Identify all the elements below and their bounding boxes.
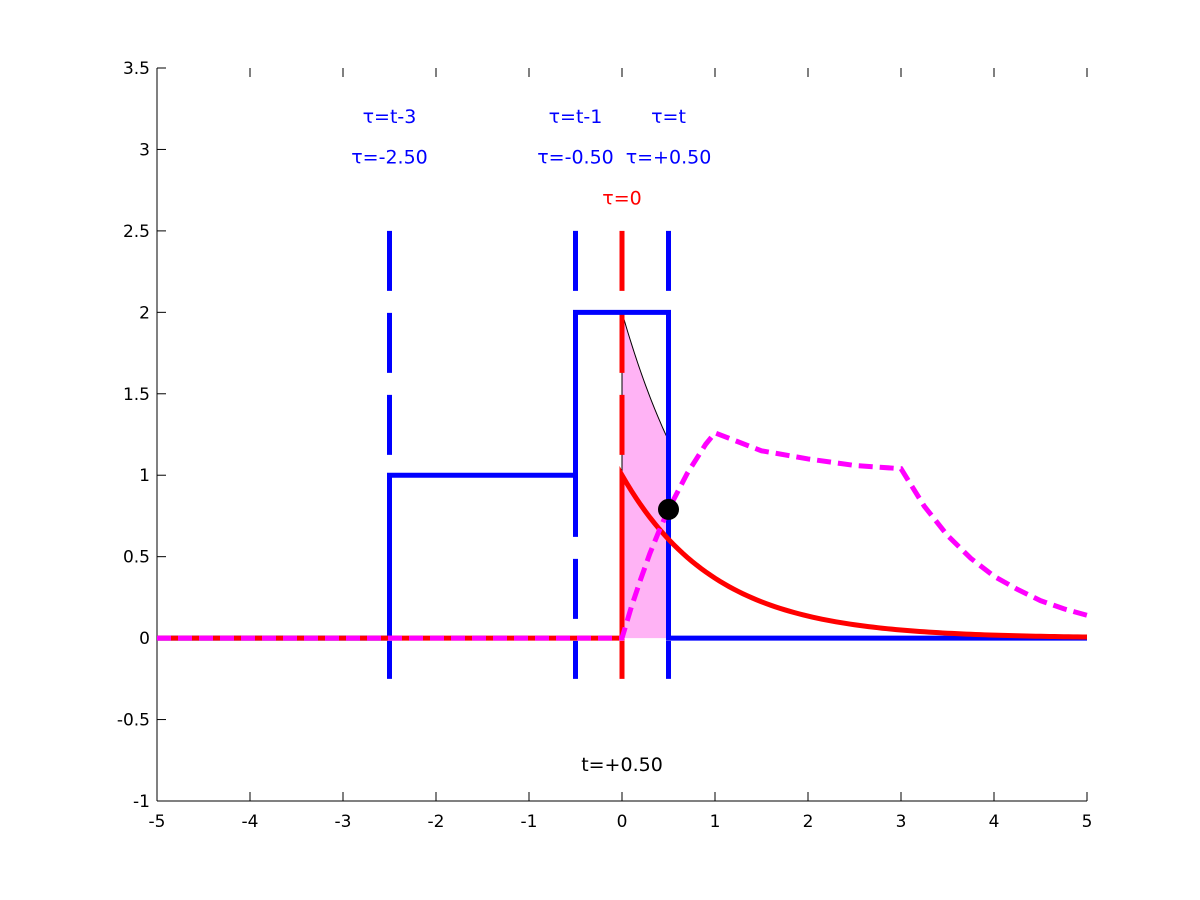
vline-value-label: τ=+0.50 (626, 147, 712, 169)
y-tick-label: 2 (139, 303, 150, 323)
shaded-area-outline (621, 312, 669, 639)
x-tick-label: -2 (428, 812, 445, 832)
x-tick-label: -4 (242, 812, 259, 832)
axes: -5 -4 -3 -2 -1 0 1 2 3 4 5 -1 -0.5 0 0.5 1 1.5 2 2.5 3 3.5 (117, 59, 1093, 832)
series-blue-step (157, 309, 1087, 641)
y-tick-label: 0.5 (123, 548, 150, 568)
y-tick-label: 2.5 (123, 222, 150, 242)
y-tick-label: -0.5 (117, 711, 150, 731)
annotation-labels: τ=t-3 τ=-2.50 τ=t-1 τ=-0.50 τ=t τ=+0.50 τ=0 t=+… (351, 106, 711, 776)
y-tick-label: 3.5 (123, 59, 150, 79)
vline-value-label: τ=-0.50 (537, 147, 614, 169)
shaded-region-group (621, 312, 669, 639)
y-tick-label: -1 (133, 792, 150, 812)
vline-red-label: τ=0 (602, 187, 641, 209)
series-group (157, 309, 1088, 641)
x-tick-label: 5 (1082, 812, 1093, 832)
x-tick-label: 3 (896, 812, 907, 832)
vline-value-label: τ=-2.50 (351, 147, 428, 169)
series-magenta-output (157, 429, 1088, 641)
vline-top-label: τ=t-3 (363, 106, 417, 128)
shaded-area (622, 312, 669, 639)
y-tick-label: 0 (139, 629, 150, 649)
y-tick-label: 1 (139, 466, 150, 486)
series-red-impulse-response (157, 466, 1088, 641)
y-tick-label: 1.5 (123, 385, 150, 405)
x-tick-label: -3 (335, 812, 352, 832)
x-tick-label: 4 (989, 812, 1000, 832)
vline-top-label: τ=t-1 (549, 106, 603, 128)
y-tick-label: 3 (139, 140, 150, 160)
x-tick-label: 2 (803, 812, 814, 832)
t-value-annotation: t=+0.50 (581, 754, 663, 776)
vline-top-label: τ=t (651, 106, 686, 128)
x-tick-label: 1 (710, 812, 721, 832)
current-output-marker (658, 498, 679, 520)
x-tick-label: 0 (617, 812, 628, 832)
x-tick-label: -1 (521, 812, 538, 832)
x-tick-label: -5 (149, 812, 166, 832)
